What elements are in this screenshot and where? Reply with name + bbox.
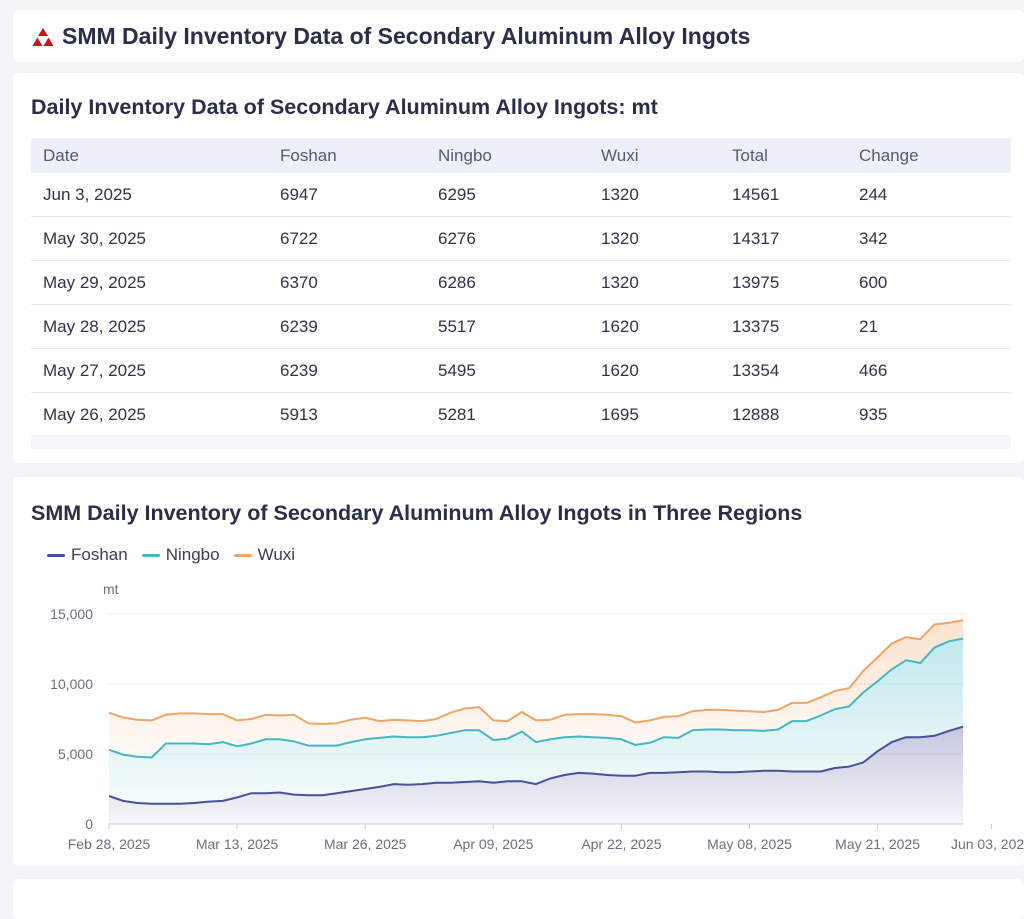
table-title: Daily Inventory Data of Secondary Alumin… xyxy=(31,95,658,119)
series-line-wuxi xyxy=(108,619,964,725)
legend-label-wuxi: Wuxi xyxy=(257,545,296,564)
cell-date: May 29, 2025 xyxy=(31,260,268,305)
legend-item-foshan[interactable]: Foshan xyxy=(47,545,128,565)
col-header-change[interactable]: Change xyxy=(859,145,919,165)
cell-change: 244 xyxy=(847,173,1011,217)
chart-legend: Foshan Ningbo Wuxi xyxy=(47,545,295,565)
area-ningbo xyxy=(109,638,963,804)
cell-foshan: 6370 xyxy=(268,260,426,305)
cell-foshan: 6239 xyxy=(268,348,426,393)
cell-ningbo: 5495 xyxy=(426,348,589,393)
page-title-text: SMM Daily Inventory Data of Secondary Al… xyxy=(62,23,751,49)
col-header-wuxi[interactable]: Wuxi xyxy=(601,145,639,165)
legend-swatch-foshan xyxy=(47,553,65,557)
cell-change: 600 xyxy=(847,260,1011,305)
legend-item-ningbo[interactable]: Ningbo xyxy=(141,545,220,565)
cell-date: May 30, 2025 xyxy=(31,216,268,261)
table-row: May 29, 2025 6370 6286 1320 13975 600 xyxy=(31,260,1011,305)
series-line-foshan xyxy=(108,725,964,805)
table-row: May 26, 2025 5913 5281 1695 12888 935 xyxy=(31,392,1011,437)
cell-total: 12888 xyxy=(720,392,847,437)
x-tick-label: May 08, 2025 xyxy=(707,836,792,852)
table-scroll-track[interactable] xyxy=(31,435,1011,449)
cell-date: Jun 3, 2025 xyxy=(31,173,268,217)
y-tick-label: 0 xyxy=(85,816,93,832)
cell-ningbo: 5517 xyxy=(426,304,589,349)
series-line-ningbo xyxy=(108,637,964,759)
cell-wuxi: 1695 xyxy=(589,392,720,437)
col-header-ningbo[interactable]: Ningbo xyxy=(438,145,492,165)
area-wuxi xyxy=(109,620,963,758)
cell-foshan: 6239 xyxy=(268,304,426,349)
table-row: May 30, 2025 6722 6276 1320 14317 342 xyxy=(31,216,1011,261)
table-header-row: Date Foshan Ningbo Wuxi Total Change xyxy=(31,138,1011,173)
cell-wuxi: 1320 xyxy=(589,260,720,305)
cell-date: May 28, 2025 xyxy=(31,304,268,349)
cell-change: 342 xyxy=(847,216,1011,261)
cell-foshan: 6722 xyxy=(268,216,426,261)
legend-item-wuxi[interactable]: Wuxi xyxy=(233,545,296,565)
x-tick-label: Apr 22, 2025 xyxy=(581,836,661,852)
stacked-area-chart[interactable]: mt 15,000 10,000 5,000 0 Feb 28, 2025 Mar 13, … xyxy=(13,477,1024,866)
y-tick-label: 10,000 xyxy=(50,676,93,692)
next-card xyxy=(13,879,1024,919)
cell-total: 13375 xyxy=(720,304,847,349)
legend-label-foshan: Foshan xyxy=(71,545,128,564)
cell-total: 14317 xyxy=(720,216,847,261)
legend-label-ningbo: Ningbo xyxy=(165,545,220,564)
legend-swatch-wuxi xyxy=(233,553,252,557)
cell-change: 466 xyxy=(847,348,1011,393)
page-title: SMM Daily Inventory Data of Secondary Al… xyxy=(32,23,750,50)
cell-total: 13354 xyxy=(720,348,847,393)
x-tick-label: Feb 28, 2025 xyxy=(68,836,151,852)
cell-ningbo: 5281 xyxy=(426,392,589,437)
legend-swatch-ningbo xyxy=(141,553,160,557)
cell-change: 935 xyxy=(847,392,1011,437)
cell-date: May 27, 2025 xyxy=(31,348,268,393)
area-foshan xyxy=(109,726,963,824)
inventory-table-card: Daily Inventory Data of Secondary Alumin… xyxy=(13,73,1024,463)
cell-ningbo: 6276 xyxy=(426,216,589,261)
cell-ningbo: 6295 xyxy=(426,173,589,217)
cell-foshan: 5913 xyxy=(268,392,426,437)
inventory-table: Date Foshan Ningbo Wuxi Total Change Jun… xyxy=(31,138,1011,437)
smm-logo-icon xyxy=(32,27,54,46)
cell-wuxi: 1620 xyxy=(589,348,720,393)
chart-card: SMM Daily Inventory of Secondary Aluminu… xyxy=(13,477,1024,866)
y-tick-label: 5,000 xyxy=(58,746,93,762)
y-tick-label: 15,000 xyxy=(50,606,93,622)
col-header-total[interactable]: Total xyxy=(732,145,768,165)
cell-date: May 26, 2025 xyxy=(31,392,268,437)
y-axis-unit-label: mt xyxy=(103,581,119,597)
table-row: May 27, 2025 6239 5495 1620 13354 466 xyxy=(31,348,1011,393)
cell-wuxi: 1620 xyxy=(589,304,720,349)
cell-wuxi: 1320 xyxy=(589,173,720,217)
x-tick-label: Apr 09, 2025 xyxy=(453,836,533,852)
col-header-foshan[interactable]: Foshan xyxy=(280,145,337,165)
x-tick-label: Mar 26, 2025 xyxy=(324,836,407,852)
col-header-date[interactable]: Date xyxy=(43,145,79,165)
cell-foshan: 6947 xyxy=(268,173,426,217)
cell-total: 14561 xyxy=(720,173,847,217)
header-card: SMM Daily Inventory Data of Secondary Al… xyxy=(13,10,1024,62)
x-tick-label: Jun 03, 2025 xyxy=(951,836,1024,852)
chart-title: SMM Daily Inventory of Secondary Aluminu… xyxy=(31,501,803,525)
table-row: Jun 3, 2025 6947 6295 1320 14561 244 xyxy=(31,173,1011,217)
table-row: May 28, 2025 6239 5517 1620 13375 21 xyxy=(31,304,1011,349)
x-tick-label: May 21, 2025 xyxy=(835,836,920,852)
cell-change: 21 xyxy=(847,304,1011,349)
x-tick-label: Mar 13, 2025 xyxy=(196,836,279,852)
cell-wuxi: 1320 xyxy=(589,216,720,261)
cell-total: 13975 xyxy=(720,260,847,305)
cell-ningbo: 6286 xyxy=(426,260,589,305)
